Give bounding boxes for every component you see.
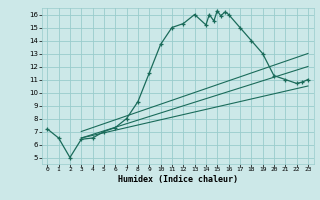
X-axis label: Humidex (Indice chaleur): Humidex (Indice chaleur)	[118, 175, 237, 184]
